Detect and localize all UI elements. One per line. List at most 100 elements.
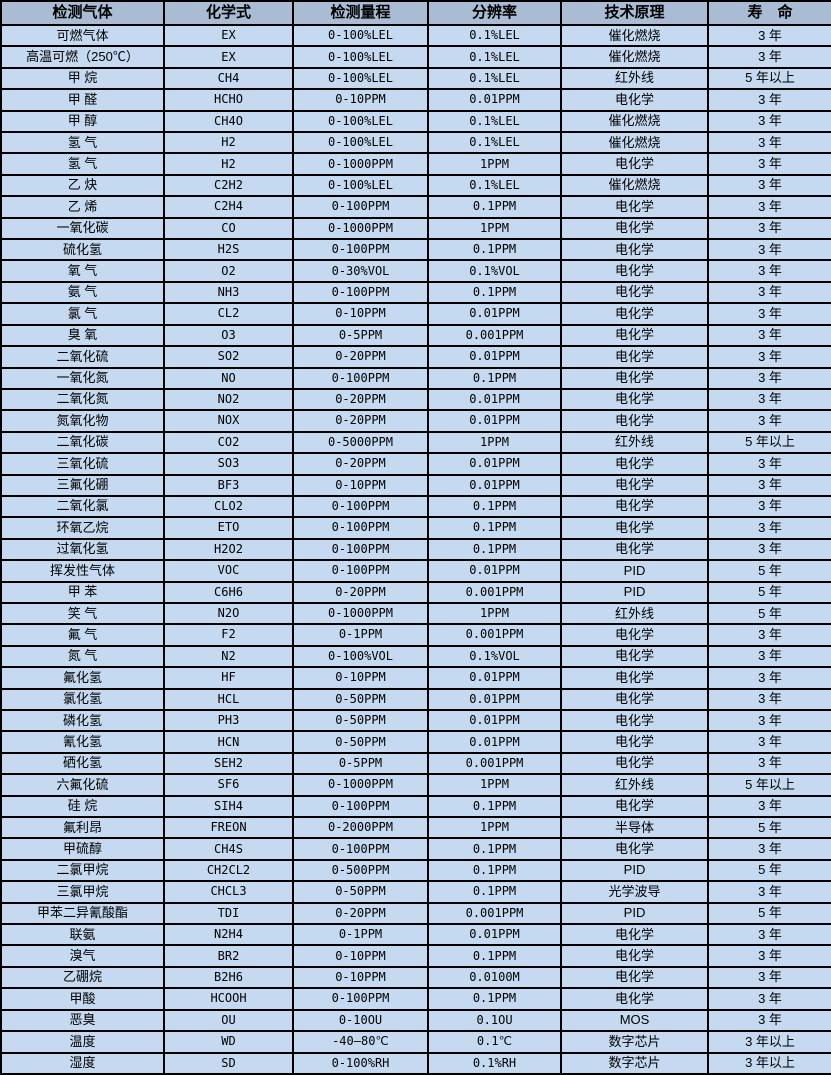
cell-gas: 可燃气体 <box>0 23 165 48</box>
cell-formula: NOX <box>163 409 294 433</box>
cell-principle: 电化学 <box>560 987 709 1011</box>
cell-formula: F2 <box>163 623 294 647</box>
cell-lifespan: 3 年 <box>707 259 831 283</box>
table-row: 可燃气体 EX 0-100%LEL 0.1%LEL 催化燃烧 3 年 <box>0 23 831 48</box>
cell-lifespan: 3 年 <box>707 302 831 326</box>
cell-formula: HCL <box>163 687 294 712</box>
cell-gas: 硅 烷 <box>0 794 165 819</box>
cell-principle: 电化学 <box>560 409 709 433</box>
table-row: 磷化氢 PH3 0-50PPM 0.01PPM 电化学 3 年 <box>0 708 831 733</box>
cell-range: 0-20PPM <box>292 452 429 476</box>
cell-gas: 二氯甲烷 <box>0 858 165 883</box>
cell-principle: 电化学 <box>560 238 709 262</box>
cell-formula: NO <box>163 366 294 390</box>
table-head: 检测气体 化学式 检测量程 分辨率 技术原理寿 命 <box>0 0 831 26</box>
table-row: 氢 气 H2 0-1000PPM 1PPM 电化学 3 年 <box>0 152 831 176</box>
cell-resolution: 0.1%VOL <box>427 259 562 283</box>
cell-principle: 电化学 <box>560 494 709 519</box>
cell-range: 0-10PPM <box>292 666 429 690</box>
table-row: 氯化氢 HCL 0-50PPM 0.01PPM 电化学 3 年 <box>0 687 831 712</box>
cell-resolution: 0.1%LEL <box>427 45 562 69</box>
cell-resolution: 0.0100M <box>427 965 562 990</box>
cell-principle: 电化学 <box>560 152 709 176</box>
cell-lifespan: 3 年 <box>707 173 831 198</box>
table-row: 硒化氢 SEH2 0-5PPM 0.001PPM 电化学 3 年 <box>0 751 831 776</box>
cell-lifespan: 3 年 <box>707 1008 831 1033</box>
cell-formula: SIH4 <box>163 794 294 819</box>
cell-gas: 笑 气 <box>0 601 165 626</box>
cell-range: 0-10OU <box>292 1008 429 1033</box>
cell-lifespan: 3 年 <box>707 837 831 861</box>
table-row: 溴气 BR2 0-10PPM 0.1PPM 电化学 3 年 <box>0 944 831 968</box>
cell-principle: PID <box>560 858 709 883</box>
cell-resolution: 1PPM <box>427 601 562 626</box>
cell-gas: 二氧化碳 <box>0 430 165 455</box>
cell-resolution: 0.1PPM <box>427 944 562 968</box>
cell-lifespan: 3 年 <box>707 366 831 390</box>
cell-gas: 硒化氢 <box>0 751 165 776</box>
cell-lifespan: 3 年 <box>707 131 831 155</box>
cell-principle: 数字芯片 <box>560 1030 709 1054</box>
cell-lifespan: 3 年 <box>707 644 831 669</box>
cell-principle: 光学波导 <box>560 880 709 904</box>
table-row: 甲苯二异氰酸酯 TDI 0-20PPM 0.001PPM PID 5 年 <box>0 901 831 926</box>
table-row: 乙 烯 C2H4 0-100PPM 0.1PPM 电化学 3 年 <box>0 195 831 219</box>
cell-range: 0-2000PPM <box>292 816 429 840</box>
cell-resolution: 0.01PPM <box>427 559 562 583</box>
cell-gas: 磷化氢 <box>0 708 165 733</box>
cell-lifespan: 3 年 <box>707 987 831 1011</box>
cell-principle: 电化学 <box>560 923 709 947</box>
cell-range: 0-10PPM <box>292 473 429 497</box>
cell-gas: 三氯甲烷 <box>0 880 165 904</box>
cell-formula: CH4O <box>163 109 294 134</box>
cell-resolution: 0.1PPM <box>427 238 562 262</box>
column-header-formula: 化学式 <box>163 0 294 26</box>
cell-resolution: 0.1%LEL <box>427 66 562 91</box>
table-row: 氧 气 O2 0-30%VOL 0.1%VOL 电化学 3 年 <box>0 259 831 283</box>
cell-gas: 二氧化氮 <box>0 387 165 412</box>
cell-resolution: 0.1℃ <box>427 1030 562 1054</box>
cell-lifespan: 3 年 <box>707 88 831 112</box>
cell-principle: 红外线 <box>560 430 709 455</box>
cell-lifespan: 3 年 <box>707 730 831 754</box>
cell-formula: SD <box>163 1051 294 1075</box>
cell-formula: N2H4 <box>163 923 294 947</box>
cell-lifespan: 3 年 <box>707 666 831 690</box>
cell-range: 0-100PPM <box>292 559 429 583</box>
cell-range: 0-100PPM <box>292 516 429 540</box>
cell-formula: C2H2 <box>163 173 294 198</box>
cell-formula: TDI <box>163 901 294 926</box>
cell-range: 0-100%LEL <box>292 131 429 155</box>
cell-principle: 电化学 <box>560 88 709 112</box>
cell-principle: 催化燃烧 <box>560 23 709 48</box>
cell-resolution: 1PPM <box>427 216 562 241</box>
cell-lifespan: 3 年 <box>707 23 831 48</box>
table-row: 氰化氢 HCN 0-50PPM 0.01PPM 电化学 3 年 <box>0 730 831 754</box>
cell-lifespan: 3 年 <box>707 516 831 540</box>
cell-range: 0-100PPM <box>292 837 429 861</box>
cell-lifespan: 3 年 <box>707 323 831 348</box>
cell-range: 0-10PPM <box>292 88 429 112</box>
cell-principle: 电化学 <box>560 323 709 348</box>
cell-gas: 一氧化氮 <box>0 366 165 390</box>
cell-lifespan: 3 年 <box>707 687 831 712</box>
cell-principle: 电化学 <box>560 259 709 283</box>
cell-gas: 联氨 <box>0 923 165 947</box>
cell-gas: 氢 气 <box>0 131 165 155</box>
cell-lifespan: 3 年 <box>707 345 831 369</box>
table-row: 乙 炔 C2H2 0-100%LEL 0.1%LEL 催化燃烧 3 年 <box>0 173 831 198</box>
cell-range: 0-100%LEL <box>292 23 429 48</box>
cell-resolution: 0.1OU <box>427 1008 562 1033</box>
cell-resolution: 0.01PPM <box>427 302 562 326</box>
cell-formula: H2 <box>163 152 294 176</box>
cell-formula: PH3 <box>163 708 294 733</box>
cell-formula: NH3 <box>163 280 294 305</box>
cell-formula: CO2 <box>163 430 294 455</box>
cell-formula: CH2CL2 <box>163 858 294 883</box>
cell-formula: H2O2 <box>163 537 294 562</box>
cell-range: 0-5000PPM <box>292 430 429 455</box>
cell-gas: 恶臭 <box>0 1008 165 1033</box>
cell-gas: 氟 气 <box>0 623 165 647</box>
cell-range: 0-20PPM <box>292 387 429 412</box>
cell-principle: 数字芯片 <box>560 1051 709 1075</box>
